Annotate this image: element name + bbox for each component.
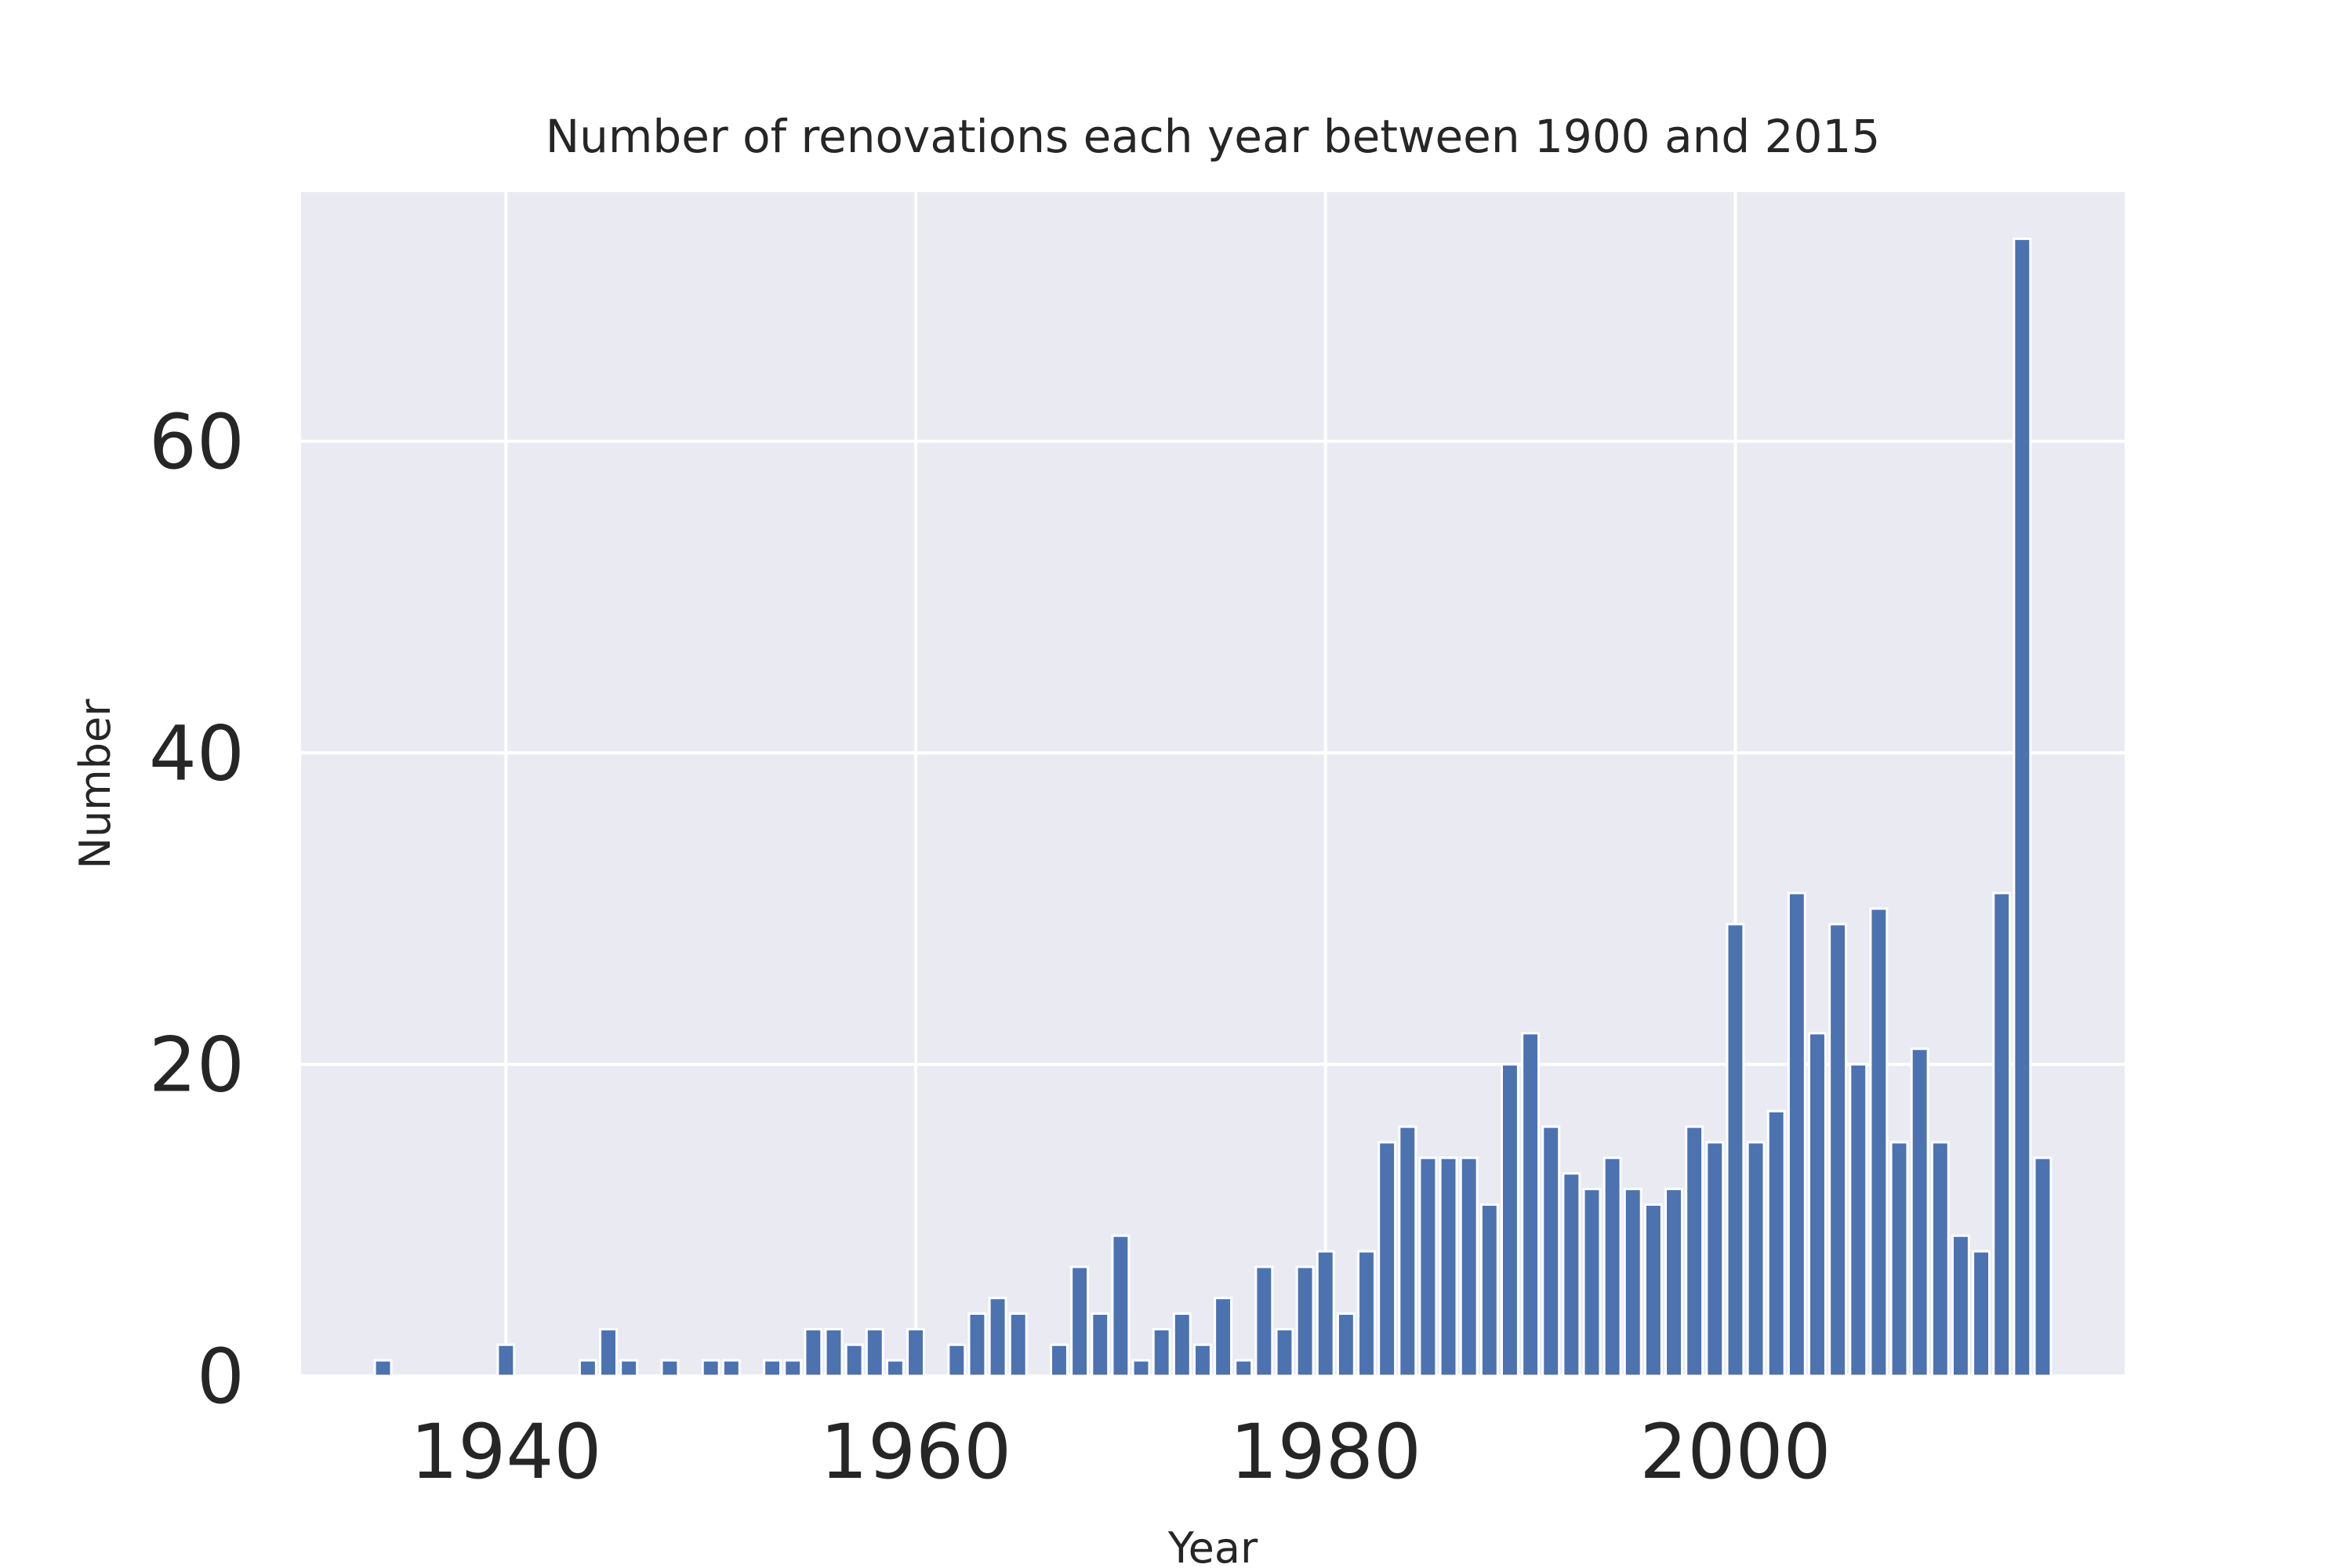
chart-title: Number of renovations each year between … [546, 110, 1880, 163]
bar [1501, 1063, 1519, 1377]
y-tick-labels: 0 20 40 60 [149, 398, 245, 1421]
bar [1357, 1250, 1376, 1377]
bar [865, 1327, 884, 1377]
bar [660, 1359, 680, 1377]
bar [1459, 1156, 1479, 1377]
bar [619, 1359, 639, 1377]
bar [988, 1297, 1007, 1377]
y-tick-label: 0 [197, 1333, 245, 1421]
bar [1254, 1265, 1274, 1377]
bar [721, 1359, 741, 1377]
bar [1439, 1156, 1458, 1377]
bar [1316, 1250, 1335, 1377]
x-tick-label: 1980 [1230, 1408, 1421, 1496]
bar [1070, 1265, 1090, 1377]
x-tick-label: 1940 [410, 1408, 601, 1496]
bar [1131, 1359, 1151, 1377]
bar [967, 1312, 987, 1377]
bar [1766, 1109, 1786, 1377]
bar [701, 1359, 720, 1377]
y-tick-label: 40 [149, 710, 245, 797]
bar [1582, 1188, 1602, 1377]
y-tick-label: 60 [149, 398, 245, 486]
bar [1398, 1125, 1417, 1377]
bar [1889, 1141, 1909, 1377]
bar [1008, 1312, 1028, 1377]
bar [578, 1359, 597, 1377]
bar [906, 1327, 925, 1377]
bar [1910, 1047, 1929, 1377]
bar [1541, 1125, 1561, 1377]
bar [1418, 1156, 1438, 1377]
bar [1664, 1188, 1683, 1377]
bar [844, 1343, 864, 1377]
bar [1992, 891, 2012, 1377]
bar [1602, 1156, 1622, 1377]
bar [1828, 923, 1848, 1377]
bar [1951, 1234, 1970, 1377]
bar [2033, 1156, 2053, 1377]
bar [1295, 1265, 1315, 1377]
bar [1050, 1343, 1069, 1377]
bar [824, 1327, 844, 1377]
bar [1643, 1203, 1663, 1377]
bar [1930, 1141, 1950, 1377]
bar [1808, 1032, 1827, 1377]
bar [1705, 1141, 1725, 1377]
bar [1377, 1141, 1397, 1377]
bar [1192, 1343, 1212, 1377]
bar [1152, 1327, 1171, 1377]
x-tick-labels: 1940 1960 1980 2000 [410, 1408, 1831, 1496]
bar [1479, 1203, 1499, 1377]
bar [1336, 1312, 1356, 1377]
bar [804, 1327, 823, 1377]
bar [763, 1359, 782, 1377]
bar [496, 1343, 516, 1377]
bar [1562, 1172, 1581, 1377]
bar [1111, 1234, 1131, 1377]
bar [1521, 1032, 1541, 1377]
bar [783, 1359, 803, 1377]
bar [373, 1359, 393, 1377]
bar [1787, 891, 1806, 1377]
bar [1234, 1359, 1254, 1377]
bar [1849, 1063, 1868, 1377]
bar [947, 1343, 967, 1377]
bar [1746, 1141, 1766, 1377]
bars [373, 238, 2053, 1377]
bar [1275, 1327, 1294, 1377]
y-tick-label: 20 [149, 1022, 245, 1109]
bar [1091, 1312, 1110, 1377]
bar [599, 1327, 618, 1377]
bar [1869, 907, 1889, 1377]
bar [1972, 1250, 1991, 1377]
bar [1172, 1312, 1192, 1377]
x-tick-label: 1960 [820, 1408, 1011, 1496]
y-axis-label: Number [71, 699, 120, 869]
bar [1726, 923, 1745, 1377]
bar [1623, 1188, 1642, 1377]
bar [1214, 1297, 1233, 1377]
x-axis-label: Year [1167, 1523, 1258, 1568]
bar [1685, 1125, 1704, 1377]
x-tick-label: 2000 [1639, 1408, 1831, 1496]
bar [2013, 238, 2032, 1377]
bar [885, 1359, 905, 1377]
